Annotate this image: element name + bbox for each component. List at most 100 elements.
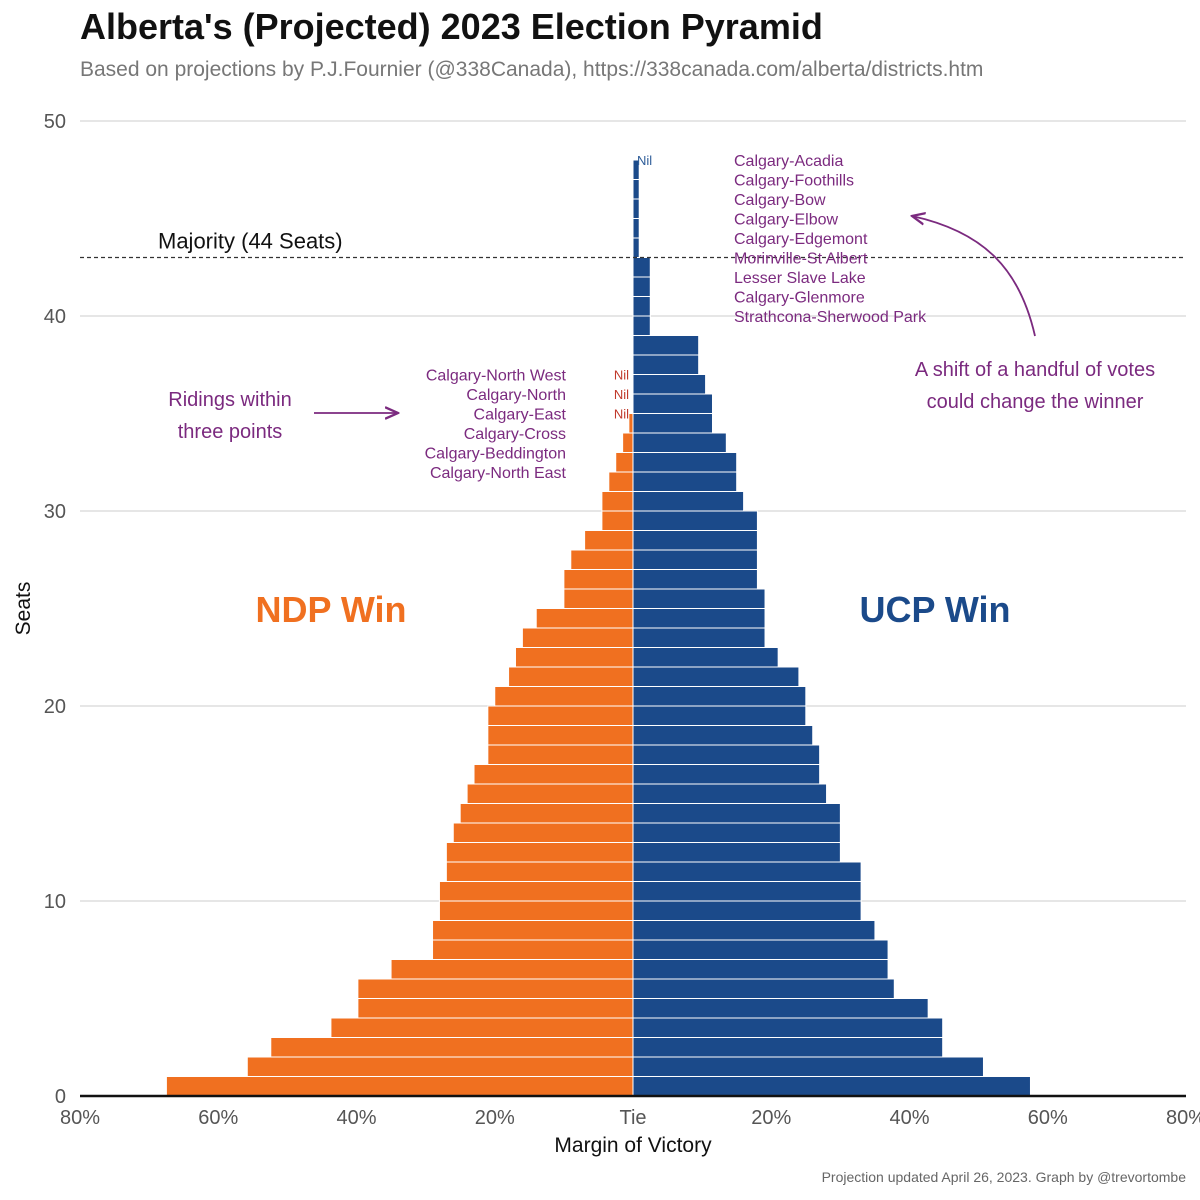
ndp-bar (563, 569, 634, 590)
x-tick-label: 80% (1166, 1107, 1200, 1129)
ucp-bar (632, 179, 640, 200)
y-tick-label: 20 (44, 696, 66, 718)
x-tick-label: 40% (336, 1107, 376, 1129)
chart-caption: Projection updated April 26, 2023. Graph… (821, 1169, 1186, 1185)
ndp-bar (521, 627, 634, 648)
nil-label: Nil (637, 153, 652, 168)
ucp-bar (632, 725, 814, 746)
ucp-bar (632, 354, 700, 375)
ndp-riding-label: Calgary-North West (426, 368, 567, 385)
ucp-riding-label: Calgary-Glenmore (734, 290, 865, 307)
ucp-riding-label: Strathcona-Sherwood Park (734, 309, 927, 326)
ndp-bar (622, 432, 634, 453)
ndp-bar (165, 1076, 634, 1097)
ucp-bar (632, 1076, 1031, 1097)
ndp-bar (570, 549, 634, 570)
ucp-bar (632, 939, 889, 960)
y-axis-title: Seats (12, 582, 35, 636)
ucp-bar (632, 588, 766, 609)
ndp-bar (487, 705, 634, 726)
ucp-bar (632, 530, 758, 551)
ndp-bar (432, 920, 634, 941)
ndp-bar (615, 452, 634, 473)
ucp-riding-label: Calgary-Bow (734, 192, 826, 209)
x-tick-label: 60% (1028, 1107, 1068, 1129)
ndp-riding-label: Calgary-Cross (464, 426, 566, 443)
ucp-bar (632, 374, 707, 395)
ucp-bar (632, 159, 640, 180)
ndp-bar (357, 978, 634, 999)
ucp-bar (632, 686, 807, 707)
ucp-bar (632, 393, 713, 414)
y-tick-label: 50 (44, 111, 66, 133)
x-tick-label: 80% (60, 1107, 100, 1129)
ridings-note-text: Ridings within (168, 389, 291, 411)
ndp-bar (508, 666, 634, 687)
ndp-bar (438, 900, 634, 921)
ucp-bar (632, 764, 821, 785)
ndp-bar (452, 822, 634, 843)
ucp-win-label: UCP Win (859, 589, 1010, 630)
shift-note-text: could change the winner (927, 391, 1144, 413)
ucp-bar (632, 1056, 984, 1077)
ucp-bar (632, 783, 828, 804)
ucp-riding-label: Calgary-Elbow (734, 212, 838, 229)
ucp-bar (632, 315, 651, 336)
nil-label: Nil (614, 387, 629, 402)
ucp-bar (632, 822, 841, 843)
ucp-bar (632, 1017, 944, 1038)
ucp-bar (632, 432, 727, 453)
ucp-bar (632, 647, 779, 668)
ndp-bar (487, 725, 634, 746)
ucp-riding-label: Calgary-Acadia (734, 153, 843, 170)
ndp-bar (584, 530, 634, 551)
ucp-bar (632, 608, 766, 629)
chart-title: Alberta's (Projected) 2023 Election Pyra… (80, 6, 823, 47)
ucp-bar (632, 861, 862, 882)
ndp-bar (608, 471, 634, 492)
ucp-riding-label: Calgary-Foothills (734, 173, 854, 190)
ndp-bar (246, 1056, 634, 1077)
ndp-bar (514, 647, 634, 668)
ucp-bar (632, 257, 651, 278)
ucp-bar (632, 842, 841, 863)
ndp-bar (628, 413, 634, 434)
ucp-bar (632, 744, 821, 765)
ndp-bar (487, 744, 634, 765)
ucp-bar (632, 666, 800, 687)
ucp-bar (632, 510, 758, 531)
ucp-bar (632, 569, 758, 590)
ridings-note-text: three points (178, 421, 283, 443)
ndp-riding-label: Calgary-Beddington (425, 446, 566, 463)
ucp-bar (632, 452, 738, 473)
ucp-bar (632, 491, 745, 512)
x-tick-label: Tie (619, 1107, 646, 1129)
ndp-bar (445, 861, 634, 882)
ucp-bar (632, 237, 640, 258)
ucp-bar (632, 276, 651, 297)
ucp-bar (632, 920, 876, 941)
ndp-riding-label: Calgary-North East (430, 465, 567, 482)
ndp-bar (563, 588, 634, 609)
ndp-riding-label: Calgary-East (474, 407, 567, 424)
ndp-bar (473, 764, 634, 785)
ndp-bar (357, 998, 634, 1019)
ndp-bar (601, 491, 634, 512)
ucp-bar (632, 705, 807, 726)
ucp-bar (632, 413, 713, 434)
y-tick-label: 40 (44, 306, 66, 328)
ndp-bar (459, 803, 634, 824)
ndp-bar (445, 842, 634, 863)
ucp-bar (632, 959, 889, 980)
ucp-bar (632, 218, 640, 239)
ndp-bar (390, 959, 634, 980)
ucp-riding-label: Calgary-Edgemont (734, 231, 868, 248)
x-tick-label: 60% (198, 1107, 238, 1129)
ucp-bar (632, 803, 841, 824)
ucp-bar (632, 881, 862, 902)
ndp-bar (330, 1017, 634, 1038)
ndp-bar (270, 1037, 634, 1058)
ucp-bar (632, 335, 700, 356)
ndp-bar (438, 881, 634, 902)
x-tick-label: 40% (889, 1107, 929, 1129)
